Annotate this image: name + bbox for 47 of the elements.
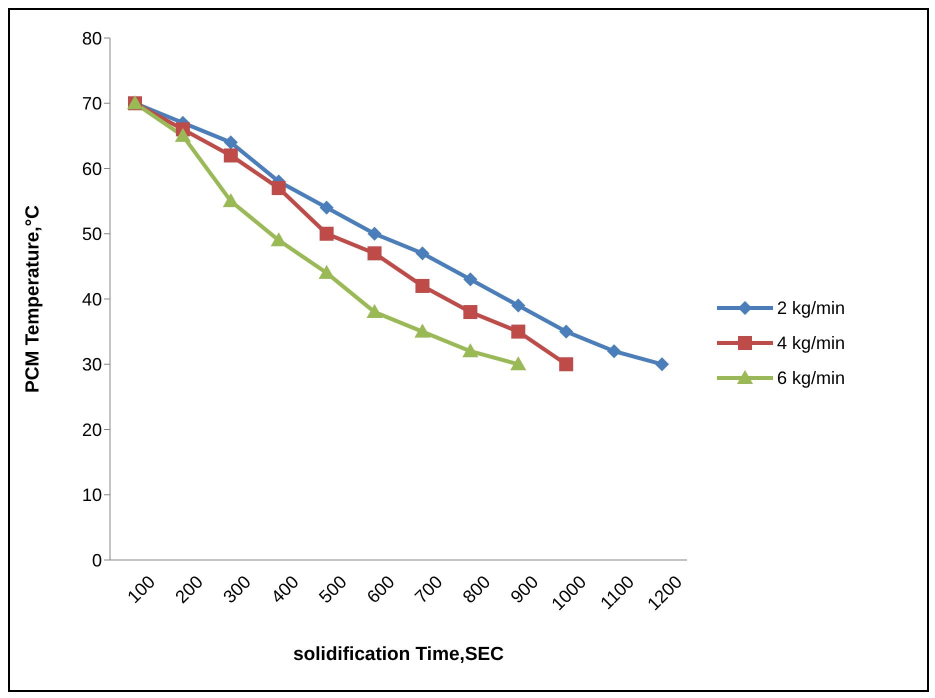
y-tick-label: 20 <box>82 420 102 440</box>
point <box>510 356 526 370</box>
point <box>511 324 526 339</box>
y-tick-label: 0 <box>92 550 102 570</box>
y-tick-label: 30 <box>82 354 102 375</box>
point <box>222 193 239 208</box>
point <box>366 304 383 318</box>
x-tick-label: 300 <box>219 572 255 608</box>
x-tick-label: 500 <box>315 572 350 608</box>
y-axis-title: PCM Temperature,°C <box>22 204 44 393</box>
point <box>368 226 382 241</box>
x-tick-label: 700 <box>410 572 446 608</box>
y-tick-label: 60 <box>82 158 102 179</box>
x-tick-label: 800 <box>458 572 494 608</box>
point <box>559 324 574 339</box>
point <box>415 246 430 260</box>
x-tick-label: 100 <box>123 572 159 608</box>
legend-label: 4 kg/min <box>777 332 846 354</box>
point <box>415 278 430 293</box>
x-tick-label: 200 <box>171 572 207 608</box>
point <box>559 357 574 372</box>
point <box>224 148 238 162</box>
point <box>511 298 526 313</box>
point <box>463 272 478 286</box>
y-tick-label: 70 <box>82 94 102 114</box>
x-tick-label: 900 <box>506 572 542 608</box>
point <box>320 226 334 241</box>
point <box>368 246 382 260</box>
point <box>320 200 334 215</box>
point <box>272 181 286 196</box>
y-tick-label: 10 <box>82 485 102 506</box>
point <box>224 135 238 150</box>
point <box>463 305 478 320</box>
y-tick-label: 80 <box>82 28 102 48</box>
point <box>174 128 191 142</box>
point <box>607 344 622 358</box>
x-axis-title: solidification Time,SEC <box>293 644 504 665</box>
y-tick-label: 40 <box>82 289 102 310</box>
point <box>318 264 335 279</box>
point <box>414 324 430 338</box>
legend-label: 6 kg/min <box>777 368 846 388</box>
x-tick-label: 600 <box>363 572 398 608</box>
x-tick-label: 400 <box>267 572 303 608</box>
point <box>655 357 669 372</box>
legend-label: 2 kg/min <box>777 298 846 318</box>
point <box>462 343 478 358</box>
y-tick-label: 50 <box>82 224 102 244</box>
